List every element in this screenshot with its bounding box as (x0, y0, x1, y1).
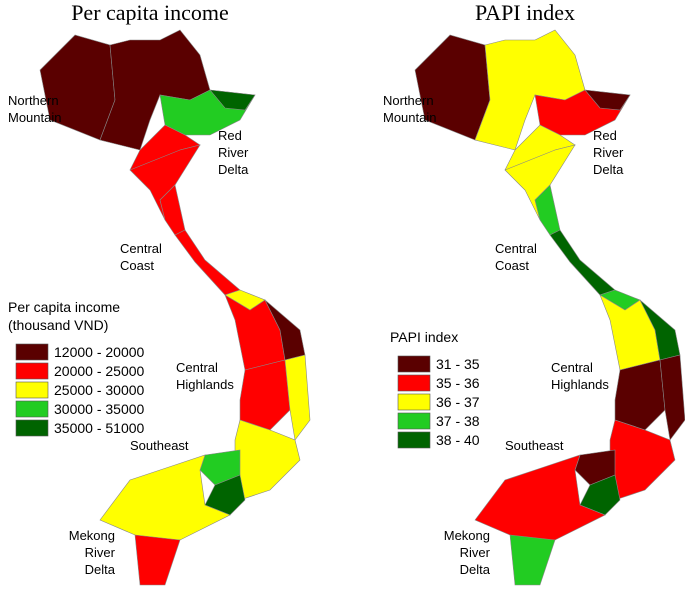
region-label-line: Red (593, 128, 617, 143)
region-label-line: Coast (120, 258, 154, 273)
region-label-line: River (593, 145, 624, 160)
legend-swatch (15, 419, 49, 437)
region-label-line: Mekong (444, 528, 490, 543)
region-label: Northern Mountain (383, 93, 436, 125)
legend-label: 36 - 37 (436, 394, 480, 410)
province-area (659, 354, 685, 441)
legend-label: 25000 - 30000 (54, 382, 145, 398)
region-label-line: Highlands (176, 377, 234, 392)
region-label-line: Central (176, 360, 218, 375)
legend-title: (thousand VND) (8, 317, 108, 333)
province-area (284, 354, 311, 441)
region-label: Central Coast (495, 241, 537, 273)
region-label-line: Southeast (130, 438, 189, 453)
province-area (234, 419, 301, 501)
legend-label: 35 - 36 (436, 375, 480, 391)
region-label-line: River (85, 545, 116, 560)
region-label: Southeast (130, 438, 189, 453)
legend-label: 38 - 40 (436, 432, 480, 448)
region-label: Southeast (505, 438, 564, 453)
legend-swatch (397, 431, 431, 449)
legend-label: 31 - 35 (436, 356, 480, 372)
region-label: Central Highlands (176, 360, 234, 392)
region-label-line: Delta (593, 162, 624, 177)
region-label: Mekong River Delta (69, 528, 116, 577)
region-label-line: Highlands (551, 377, 609, 392)
legend-swatch (397, 355, 431, 373)
province-area (609, 419, 676, 501)
legend-swatch (15, 400, 49, 418)
map-panel: Northern Mountain Red River Delta Central Coas… (8, 29, 311, 586)
legend-swatch (15, 381, 49, 399)
legend-title: Per capita income (8, 299, 120, 315)
legend-swatch (397, 374, 431, 392)
region-label-line: Northern (8, 93, 59, 108)
legend-label: 30000 - 35000 (54, 401, 145, 417)
province-area (579, 474, 621, 516)
region-label-line: Southeast (505, 438, 564, 453)
region-label-line: Mekong (69, 528, 115, 543)
region-label-line: Northern (383, 93, 434, 108)
region-label-line: Central (495, 241, 537, 256)
region-label-line: Red (218, 128, 242, 143)
legend-swatch (397, 412, 431, 430)
region-label: Red River Delta (593, 128, 624, 177)
region-label-line: Coast (495, 258, 529, 273)
province-area (134, 534, 181, 586)
region-label-line: Mountain (383, 110, 436, 125)
region-label: Central Coast (120, 241, 162, 273)
region-label: Mekong River Delta (444, 528, 491, 577)
region-label-line: Delta (218, 162, 249, 177)
region-label: Red River Delta (218, 128, 249, 177)
legend-swatch (15, 343, 49, 361)
map-title: PAPI index (475, 0, 575, 25)
legend-label: 20000 - 25000 (54, 363, 145, 379)
region-label: Northern Mountain (8, 93, 61, 125)
legend-label: 37 - 38 (436, 413, 480, 429)
region-label-line: Delta (85, 562, 116, 577)
province-area (509, 534, 556, 586)
legend-label: 12000 - 20000 (54, 344, 145, 360)
region-label-line: River (460, 545, 491, 560)
region-label-line: Central (120, 241, 162, 256)
legend-label: 35000 - 51000 (54, 420, 145, 436)
legend-swatch (397, 393, 431, 411)
province-area (174, 229, 241, 296)
legend-swatch (15, 362, 49, 380)
province-area (614, 359, 666, 431)
region-label-line: Central (551, 360, 593, 375)
province-area (584, 89, 631, 111)
province-area (209, 89, 256, 111)
province-area (239, 359, 291, 431)
region-label-line: Delta (460, 562, 491, 577)
province-area (549, 229, 616, 296)
region-label: Central Highlands (551, 360, 609, 392)
region-label-line: River (218, 145, 249, 160)
legend-title: PAPI index (390, 329, 458, 345)
province-area (204, 474, 246, 516)
map-panel: Northern Mountain Red River Delta Central Coas… (383, 29, 685, 586)
region-label-line: Mountain (8, 110, 61, 125)
map-title: Per capita income (71, 0, 229, 25)
